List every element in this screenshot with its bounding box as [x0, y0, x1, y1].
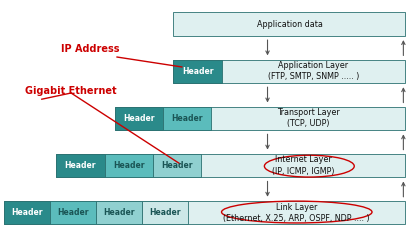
Bar — [4, 201, 405, 224]
Text: Header: Header — [113, 161, 144, 170]
Bar — [115, 107, 405, 130]
Bar — [173, 60, 405, 83]
Bar — [163, 107, 211, 130]
Bar — [56, 154, 405, 177]
Bar — [96, 201, 142, 224]
Text: Header: Header — [161, 161, 192, 170]
Text: Header: Header — [182, 67, 213, 76]
Text: Header: Header — [171, 114, 203, 123]
Bar — [50, 201, 96, 224]
Text: Internet Layer
(IP, ICMP, IGMP): Internet Layer (IP, ICMP, IGMP) — [272, 155, 334, 176]
Text: Link Layer
(Ethernet, X.25, ARP, OSPF, NDP .... ): Link Layer (Ethernet, X.25, ARP, OSPF, N… — [224, 203, 370, 223]
Bar — [153, 154, 201, 177]
Bar — [173, 60, 222, 83]
Bar — [115, 107, 163, 130]
Text: Application Layer
(FTP, SMTP, SNMP ..... ): Application Layer (FTP, SMTP, SNMP .....… — [268, 61, 359, 81]
Text: Header: Header — [57, 208, 89, 217]
Bar — [104, 154, 153, 177]
Text: Header: Header — [65, 161, 96, 170]
Text: Header: Header — [11, 208, 43, 217]
Text: Application data: Application data — [257, 20, 322, 29]
Text: IP Address: IP Address — [61, 44, 119, 54]
Bar — [173, 12, 405, 36]
Text: Header: Header — [149, 208, 181, 217]
Bar — [142, 201, 188, 224]
Text: Header: Header — [103, 208, 135, 217]
Bar — [4, 201, 50, 224]
Bar — [56, 154, 104, 177]
Text: Header: Header — [123, 114, 155, 123]
Text: Transport Layer
(TCP, UDP): Transport Layer (TCP, UDP) — [277, 108, 340, 128]
Text: Gigabit Ethernet: Gigabit Ethernet — [25, 86, 117, 96]
